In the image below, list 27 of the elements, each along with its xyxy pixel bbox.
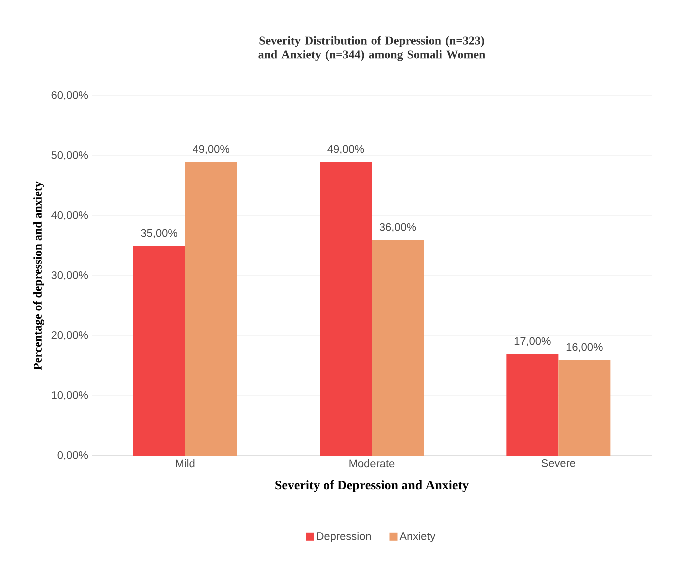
x-tick-label: Mild — [176, 460, 195, 468]
x-tick-label: Severe — [542, 460, 576, 468]
y-tick-label: 0,00% — [58, 451, 88, 461]
data-label: 49,00% — [193, 145, 230, 154]
bar — [185, 162, 238, 456]
data-label: 49,00% — [328, 145, 364, 154]
y-axis-title: Percentage of depression and anxiety — [33, 182, 44, 370]
bar — [372, 240, 424, 456]
y-tick-label: 10,00% — [52, 391, 88, 401]
legend-label: Anxiety — [400, 532, 436, 542]
data-label: 35,00% — [141, 229, 178, 238]
bar — [506, 354, 559, 456]
bar — [320, 162, 372, 456]
bar — [133, 246, 186, 456]
y-tick-label: 30,00% — [52, 271, 88, 281]
x-axis-title: Severity of Depression and Anxiety — [276, 480, 469, 492]
chart-title: Severity Distribution of Depression (n=323) and Anxiety (n=344) among Somali Women — [258, 36, 486, 62]
bar — [558, 360, 611, 456]
y-tick-label: 20,00% — [52, 331, 88, 341]
legend-label: Depression — [317, 532, 372, 542]
data-label: 36,00% — [380, 223, 416, 232]
y-tick-label: 40,00% — [52, 211, 88, 221]
y-tick-label: 50,00% — [52, 151, 88, 161]
data-label: 17,00% — [514, 337, 551, 346]
y-tick-label: 60,00% — [52, 91, 88, 101]
x-tick-label: Moderate — [350, 460, 395, 468]
data-label: 16,00% — [566, 343, 603, 352]
